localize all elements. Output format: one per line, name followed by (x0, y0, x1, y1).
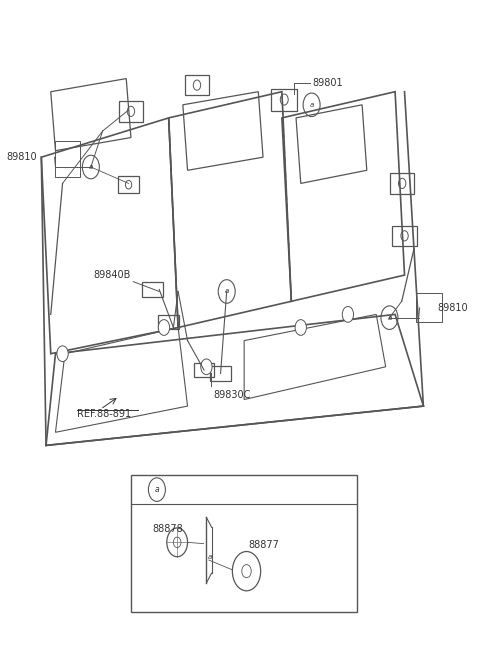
Bar (131, 475, 357, 612)
Text: a: a (155, 485, 159, 494)
Text: 88877: 88877 (249, 540, 280, 550)
Bar (392, 225, 417, 246)
Text: 89840B: 89840B (94, 271, 131, 280)
Text: 89810: 89810 (6, 152, 36, 162)
Circle shape (201, 359, 212, 375)
Circle shape (342, 307, 354, 322)
Bar (390, 173, 414, 194)
Bar (271, 88, 298, 111)
Bar (416, 293, 442, 322)
Bar (185, 75, 209, 96)
Text: 88878: 88878 (152, 523, 183, 534)
Text: a: a (310, 102, 314, 108)
Text: a: a (208, 553, 212, 560)
Circle shape (295, 320, 306, 335)
Text: 89830C: 89830C (214, 390, 251, 400)
Bar (194, 363, 215, 377)
Bar (55, 141, 81, 177)
Text: a: a (387, 314, 392, 321)
Circle shape (57, 346, 68, 362)
Text: 89810: 89810 (438, 303, 468, 313)
Bar (210, 366, 231, 381)
Bar (119, 101, 143, 122)
Circle shape (158, 320, 169, 335)
Text: a: a (89, 164, 93, 170)
Text: a: a (225, 288, 229, 295)
Bar (158, 315, 179, 329)
Bar (142, 282, 163, 297)
Bar (118, 176, 139, 193)
Text: REF.88-891: REF.88-891 (77, 409, 131, 419)
Text: 89801: 89801 (312, 78, 343, 88)
